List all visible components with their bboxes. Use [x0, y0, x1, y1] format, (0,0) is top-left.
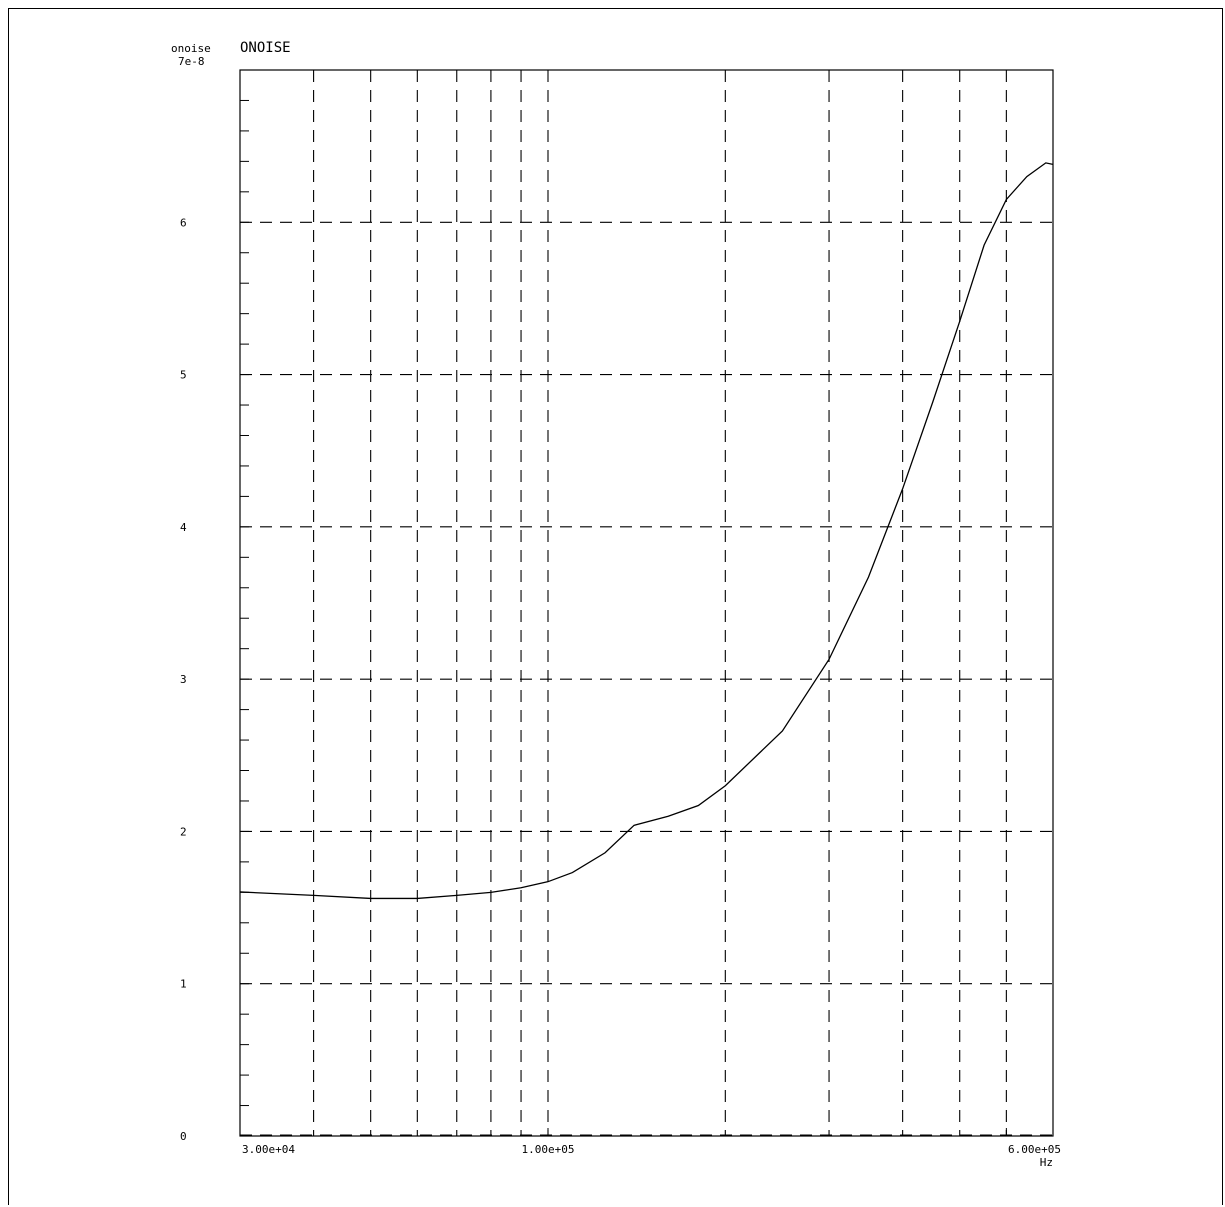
minor-ticks-layer: [239, 99, 1007, 1136]
y-tick-label: 3: [180, 673, 187, 686]
plot-area: [239, 69, 1054, 1137]
y-tick-label: 0: [180, 1130, 187, 1143]
y-tick-label: 4: [180, 521, 187, 534]
y-exponent-label: 7e-8: [178, 55, 205, 68]
labels-layer: 0 1 2 3 4 5 6 3.00e+04 1.00e+05 6.00e+05: [180, 216, 1061, 1156]
x-tick-label: 1.00e+05: [522, 1143, 575, 1156]
onoise-series-line: [240, 162, 1053, 900]
y-axis-label: onoise: [171, 42, 211, 55]
x-tick-label: 3.00e+04: [242, 1143, 295, 1156]
chart-title: ONOISE: [240, 40, 291, 56]
y-tick-label: 2: [180, 825, 187, 838]
y-tick-label: 1: [180, 978, 187, 991]
plot-frame: [8, 8, 1223, 1205]
x-tick-label: 6.00e+05: [1008, 1143, 1061, 1156]
x-axis-label: Hz: [1040, 1156, 1053, 1169]
grid-layer: [240, 70, 1053, 1136]
series-layer: [240, 162, 1053, 900]
y-tick-label: 5: [180, 369, 187, 382]
y-tick-label: 6: [180, 216, 187, 229]
